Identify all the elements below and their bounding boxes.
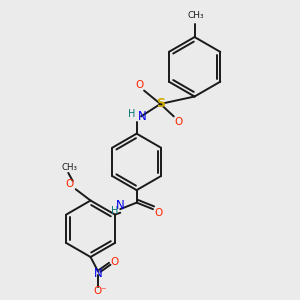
Text: O⁻: O⁻ <box>94 286 107 296</box>
Text: N: N <box>116 199 125 212</box>
Text: H: H <box>128 109 135 119</box>
Text: S: S <box>156 98 165 110</box>
Text: N: N <box>94 267 102 280</box>
Text: CH₃: CH₃ <box>188 11 204 20</box>
Text: H: H <box>111 206 118 216</box>
Text: N: N <box>138 110 146 123</box>
Text: O: O <box>155 208 163 218</box>
Text: CH₃: CH₃ <box>61 163 77 172</box>
Text: O: O <box>110 257 118 267</box>
Text: O: O <box>65 179 73 189</box>
Text: O: O <box>136 80 144 90</box>
Text: O: O <box>174 117 182 127</box>
